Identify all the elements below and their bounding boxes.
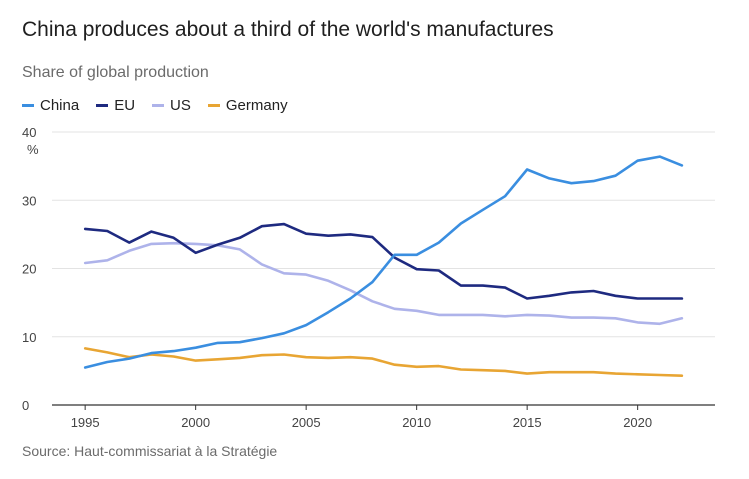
legend-swatch <box>22 103 34 107</box>
legend-label: EU <box>114 96 136 114</box>
legend-item-germany: Germany <box>207 96 288 114</box>
series-line-germany <box>83 347 684 378</box>
chart-legend: China EU US Germany <box>22 95 305 115</box>
legend-item-us: US <box>152 97 191 114</box>
legend-item-china: China <box>22 97 79 114</box>
x-tick-label: 2005 <box>292 415 321 430</box>
x-tick-label: 1995 <box>71 415 100 430</box>
x-tick-label: 2010 <box>402 415 431 430</box>
x-tick-label: 2000 <box>181 415 210 430</box>
chart-subtitle: Share of global production <box>22 64 209 81</box>
legend-label: China <box>40 96 80 114</box>
y-tick-label: 30 <box>22 193 36 208</box>
y-tick-label: 10 <box>22 330 36 345</box>
y-tick-label: 20 <box>22 262 36 277</box>
legend-swatch <box>96 103 109 107</box>
y-tick-label: 40 <box>22 125 36 140</box>
y-tick-label: 0 <box>22 398 29 413</box>
x-tick-label: 2015 <box>513 415 542 430</box>
chart-title: China produces about a third of the worl… <box>22 18 554 41</box>
legend-label: Germany <box>225 96 288 114</box>
chart-source: Source: Haut-commissariat à la Stratégie <box>22 443 278 459</box>
axes: 0 10 20 30 40% 1995 2000 2005 2010 2015 2020 <box>22 125 715 430</box>
series-line-us <box>83 241 684 326</box>
y-axis-unit: % <box>27 142 39 157</box>
legend-label: US <box>170 96 191 114</box>
series-line-eu <box>83 222 684 300</box>
legend-swatch <box>152 103 165 107</box>
series-line-china <box>83 155 684 369</box>
legend-swatch <box>207 103 220 107</box>
legend-item-eu: EU <box>96 97 135 114</box>
series-lines <box>83 155 684 378</box>
x-tick-label: 2020 <box>623 415 652 430</box>
